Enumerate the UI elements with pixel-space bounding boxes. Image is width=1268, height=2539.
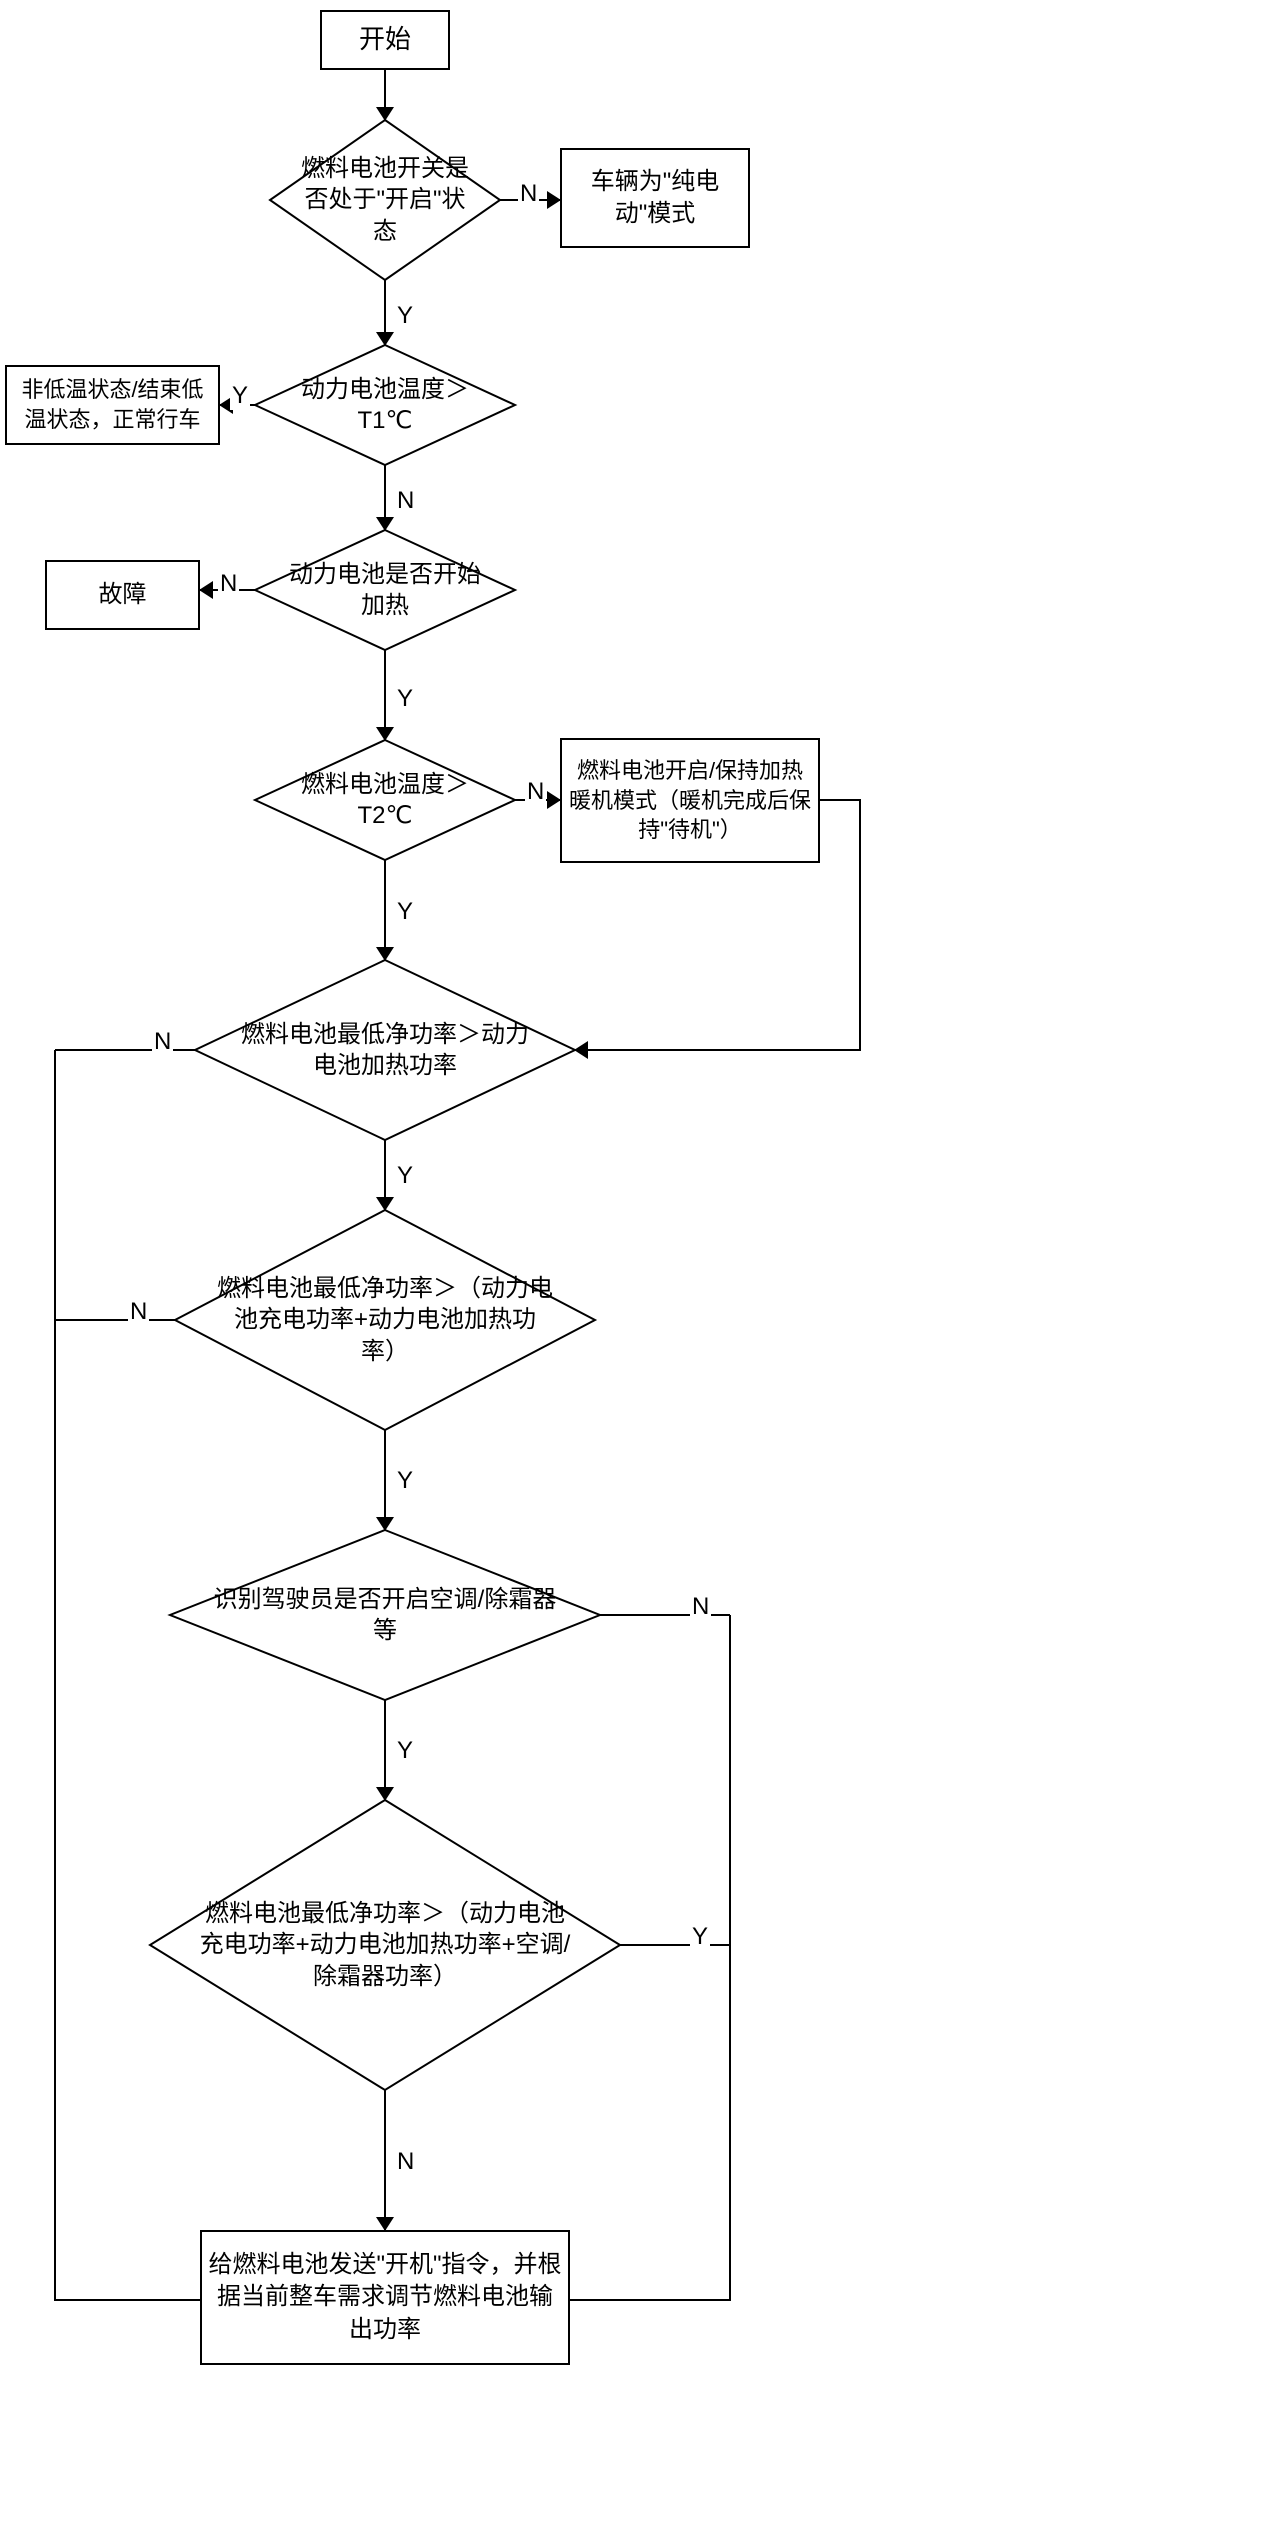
edge-label: N	[395, 487, 416, 515]
edge-label: Y	[395, 302, 415, 330]
node-d_switch: 燃料电池开关是否处于"开启"状态	[270, 120, 500, 280]
edge-label: N	[395, 2148, 416, 2176]
edge-label: N	[218, 570, 239, 598]
node-d_ac: 识别驾驶员是否开启空调/除霜器等	[170, 1530, 600, 1700]
node-d_p2: 燃料电池最低净功率＞（动力电池充电功率+动力电池加热功率）	[175, 1210, 595, 1430]
edge-label: Y	[395, 1467, 415, 1495]
edge-label: N	[525, 778, 546, 806]
node-r_fault: 故障	[45, 560, 200, 630]
node-r_warm: 燃料电池开启/保持加热暖机模式（暖机完成后保持"待机"）	[560, 738, 820, 863]
edge-label: N	[518, 180, 539, 208]
edge-label: Y	[690, 1923, 710, 1951]
edge-label: Y	[395, 1162, 415, 1190]
edge-label: N	[128, 1298, 149, 1326]
node-r_ev: 车辆为"纯电动"模式	[560, 148, 750, 248]
node-r_cmd: 给燃料电池发送"开机"指令，并根据当前整车需求调节燃料电池输出功率	[200, 2230, 570, 2365]
edge-label: Y	[395, 898, 415, 926]
flowchart-canvas: 开始燃料电池开关是否处于"开启"状态车辆为"纯电动"模式动力电池温度＞T1℃ 非低…	[0, 0, 1268, 2539]
edge-label: N	[152, 1028, 173, 1056]
node-d_t2: 燃料电池温度＞T2℃	[255, 740, 515, 860]
node-d_heat: 动力电池是否开始加热	[255, 530, 515, 650]
node-d_p3: 燃料电池最低净功率＞（动力电池充电功率+动力电池加热功率+空调/除霜器功率）	[150, 1800, 620, 2090]
edge-label: Y	[395, 1737, 415, 1765]
node-r_normal: 非低温状态/结束低温状态，正常行车	[5, 365, 220, 445]
node-d_p1: 燃料电池最低净功率＞动力电池加热功率	[195, 960, 575, 1140]
edge-label: Y	[395, 685, 415, 713]
node-d_t1: 动力电池温度＞T1℃	[255, 345, 515, 465]
edge-label: Y	[230, 382, 250, 410]
node-start: 开始	[320, 10, 450, 70]
edge-label: N	[690, 1593, 711, 1621]
